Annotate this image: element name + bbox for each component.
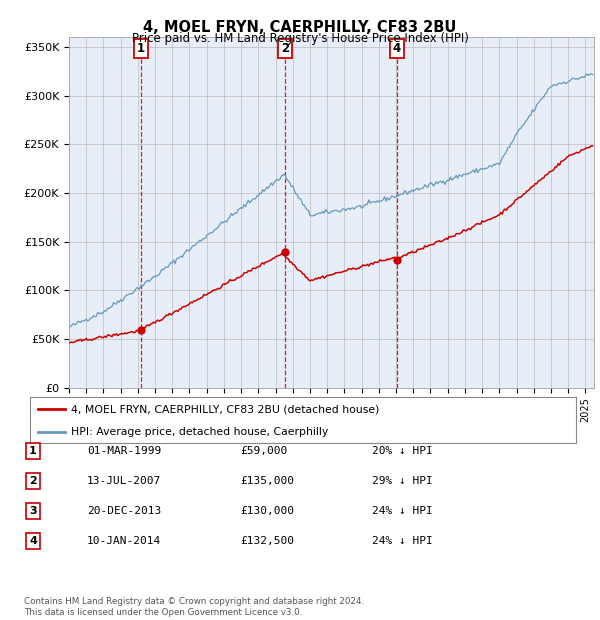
Text: 4, MOEL FRYN, CAERPHILLY, CF83 2BU (detached house): 4, MOEL FRYN, CAERPHILLY, CF83 2BU (deta… bbox=[71, 404, 379, 414]
Text: £132,500: £132,500 bbox=[240, 536, 294, 546]
Text: 1: 1 bbox=[137, 42, 145, 55]
Text: 2: 2 bbox=[29, 476, 37, 486]
Text: 2: 2 bbox=[281, 42, 289, 55]
Text: 20-DEC-2013: 20-DEC-2013 bbox=[87, 506, 161, 516]
Text: 10-JAN-2014: 10-JAN-2014 bbox=[87, 536, 161, 546]
Text: 4: 4 bbox=[29, 536, 37, 546]
Text: Contains HM Land Registry data © Crown copyright and database right 2024.
This d: Contains HM Land Registry data © Crown c… bbox=[24, 598, 364, 617]
Text: 1: 1 bbox=[29, 446, 37, 456]
Text: 24% ↓ HPI: 24% ↓ HPI bbox=[372, 536, 433, 546]
Text: £135,000: £135,000 bbox=[240, 476, 294, 486]
Text: HPI: Average price, detached house, Caerphilly: HPI: Average price, detached house, Caer… bbox=[71, 427, 328, 436]
Text: 01-MAR-1999: 01-MAR-1999 bbox=[87, 446, 161, 456]
Text: 4: 4 bbox=[392, 42, 401, 55]
Text: 24% ↓ HPI: 24% ↓ HPI bbox=[372, 506, 433, 516]
Text: £130,000: £130,000 bbox=[240, 506, 294, 516]
Text: 4, MOEL FRYN, CAERPHILLY, CF83 2BU: 4, MOEL FRYN, CAERPHILLY, CF83 2BU bbox=[143, 20, 457, 35]
Text: 20% ↓ HPI: 20% ↓ HPI bbox=[372, 446, 433, 456]
Text: 13-JUL-2007: 13-JUL-2007 bbox=[87, 476, 161, 486]
Text: 3: 3 bbox=[29, 506, 37, 516]
Text: 29% ↓ HPI: 29% ↓ HPI bbox=[372, 476, 433, 486]
Text: Price paid vs. HM Land Registry's House Price Index (HPI): Price paid vs. HM Land Registry's House … bbox=[131, 32, 469, 45]
Text: £59,000: £59,000 bbox=[240, 446, 287, 456]
